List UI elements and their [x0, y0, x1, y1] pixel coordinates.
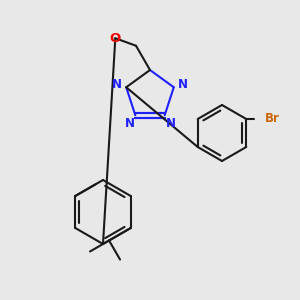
Text: N: N: [112, 78, 122, 91]
Text: N: N: [178, 78, 188, 91]
Text: N: N: [124, 117, 134, 130]
Text: N: N: [166, 117, 176, 130]
Text: O: O: [110, 32, 121, 45]
Text: Br: Br: [265, 112, 280, 125]
